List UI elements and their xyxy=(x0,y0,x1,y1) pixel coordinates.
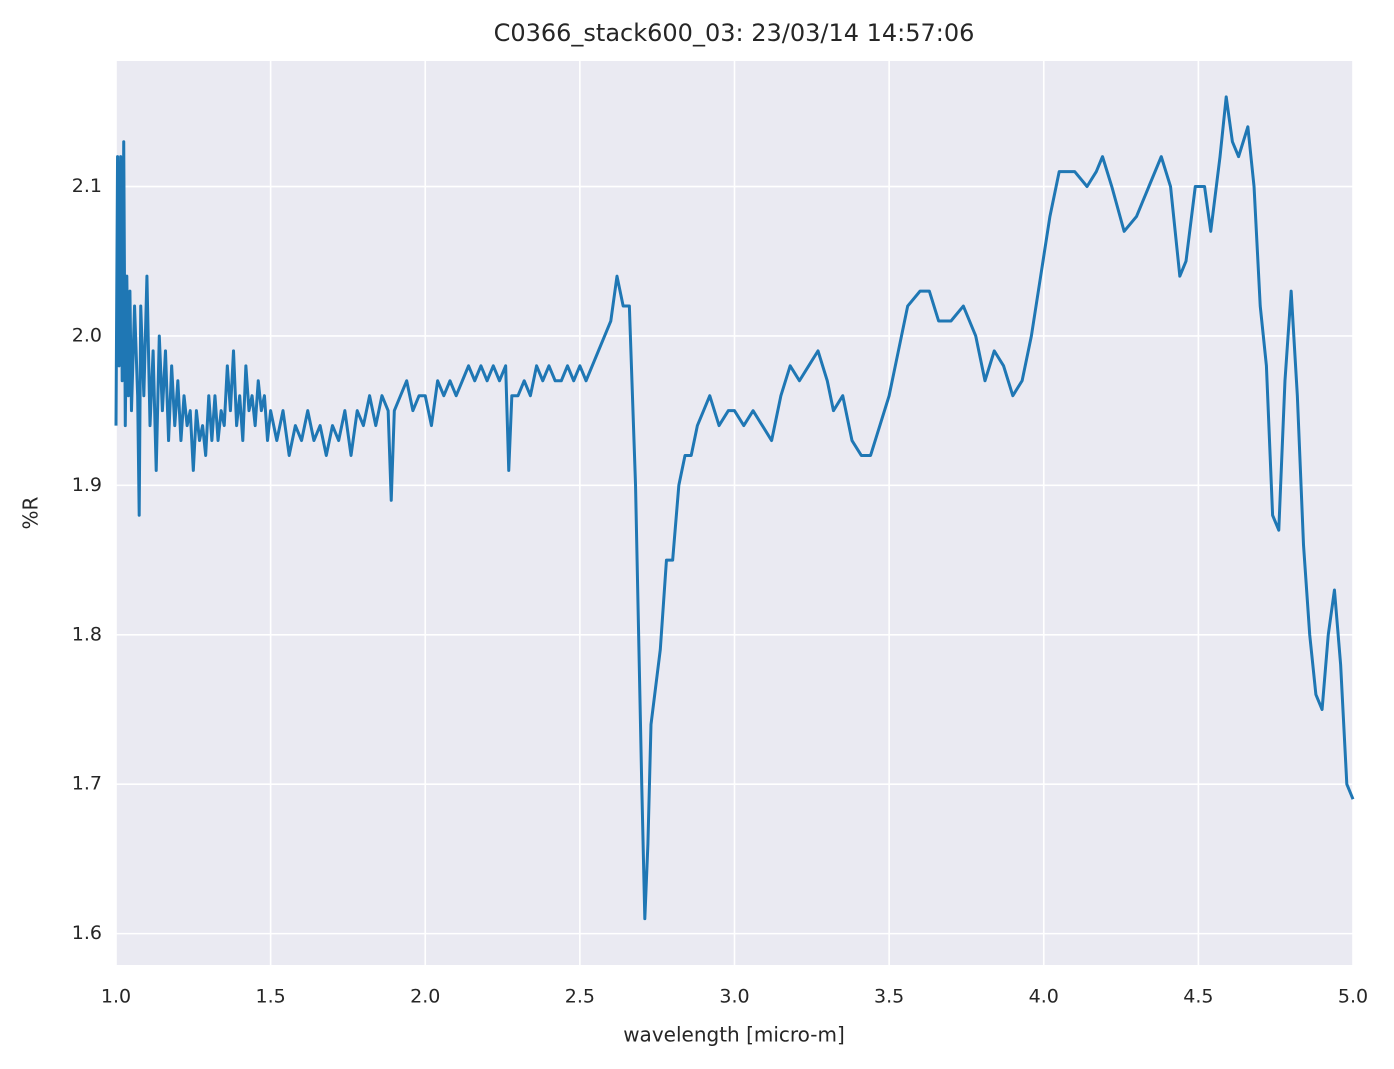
x-tick-label: 3.0 xyxy=(719,986,749,1008)
x-tick-label: 3.5 xyxy=(874,986,904,1008)
x-axis-label: wavelength [micro-m] xyxy=(623,1023,845,1047)
y-tick-label: 2.0 xyxy=(72,324,102,346)
data-line xyxy=(114,95,1355,921)
y-tick-label: 1.7 xyxy=(72,773,102,795)
y-tick-label: 1.9 xyxy=(72,474,102,496)
x-tick-label: 2.0 xyxy=(410,986,440,1008)
x-tick-label: 2.5 xyxy=(565,986,595,1008)
y-tick-label: 2.1 xyxy=(72,175,102,197)
x-tick-label: 1.5 xyxy=(256,986,286,1008)
y-tick-label: 1.8 xyxy=(72,623,102,645)
x-tick-label: 5.0 xyxy=(1338,986,1368,1008)
x-tick-label: 1.0 xyxy=(101,986,131,1008)
y-tick-label: 1.6 xyxy=(72,922,102,944)
x-tick-label: 4.0 xyxy=(1029,986,1059,1008)
chart-title: C0366_stack600_03: 23/03/14 14:57:06 xyxy=(494,19,975,47)
y-axis-label: %R xyxy=(19,496,43,529)
x-tick-label: 4.5 xyxy=(1183,986,1213,1008)
